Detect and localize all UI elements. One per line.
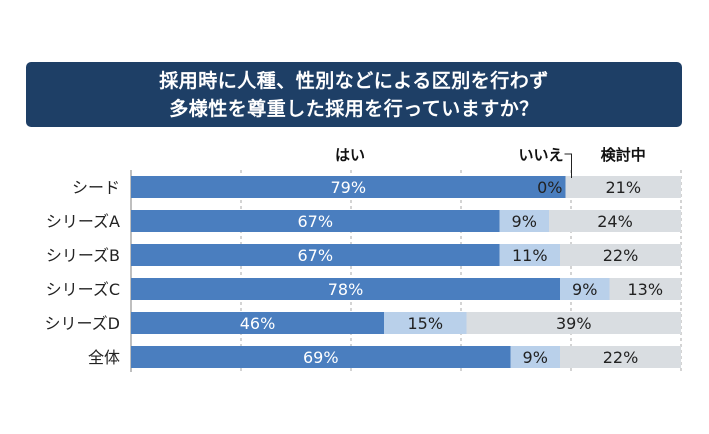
- bar-segment: [131, 210, 500, 232]
- data-label: 67%: [297, 246, 333, 265]
- data-label: 24%: [597, 212, 633, 231]
- data-label: 46%: [240, 314, 276, 333]
- legend-no: いいえ: [518, 146, 563, 164]
- data-label: 9%: [523, 348, 548, 367]
- category-label: 全体: [88, 348, 120, 367]
- chart-title-line1: 採用時に人種、性別などによる区別を行わず: [159, 69, 549, 92]
- grid-lines: [130, 170, 682, 372]
- title-banner: 採用時に人種、性別などによる区別を行わず 多様性を尊重した採用を行っていますか？: [26, 62, 682, 127]
- data-label: 22%: [603, 348, 639, 367]
- bar-segment: [609, 278, 681, 300]
- bars: [131, 176, 681, 368]
- category-label: シリーズA: [46, 212, 120, 231]
- category-label: シリーズD: [44, 314, 120, 333]
- category-label: シード: [72, 178, 120, 197]
- data-label: 79%: [330, 178, 366, 197]
- bar-segment: [549, 210, 681, 232]
- data-label: 78%: [328, 280, 364, 299]
- bar-segment: [560, 278, 610, 300]
- data-label: 67%: [297, 212, 333, 231]
- bar-segment: [131, 312, 384, 334]
- bar-segment: [560, 244, 681, 266]
- bar-segment: [565, 176, 681, 198]
- data-label: 39%: [556, 314, 592, 333]
- value-labels: 79% 0% 21% 67% 9% 24% 67% 11% 22% 78% 9% 13% 46% 15% 3…: [240, 178, 663, 367]
- data-label: 15%: [407, 314, 443, 333]
- data-label: 9%: [512, 212, 537, 231]
- bar-segment: [466, 312, 681, 334]
- bar-segment: [499, 210, 549, 232]
- bar-segment: [131, 278, 560, 300]
- bar-segment: [384, 312, 467, 334]
- data-label: 11%: [512, 246, 548, 265]
- data-label: 21%: [605, 178, 641, 197]
- category-label: シリーズB: [46, 246, 120, 265]
- legend-considering: 検討中: [601, 146, 646, 164]
- data-label: 69%: [303, 348, 339, 367]
- data-label: 22%: [603, 246, 639, 265]
- bar-segment: [131, 244, 500, 266]
- bar-segment: [131, 346, 511, 368]
- data-label: 13%: [627, 280, 663, 299]
- category-label: シリーズC: [46, 280, 120, 299]
- bar-segment: [560, 346, 681, 368]
- series-headers: はい いいえ 検討中: [335, 146, 646, 178]
- bar-segment: [131, 176, 566, 198]
- bar-segment: [499, 244, 560, 266]
- data-label: 9%: [572, 280, 597, 299]
- chart-title-line2: 多様性を尊重した採用を行っていますか？: [169, 97, 539, 120]
- legend-yes: はい: [335, 146, 365, 164]
- data-label: 0%: [537, 178, 562, 197]
- bar-segment: [510, 346, 560, 368]
- leader-line: [564, 153, 572, 178]
